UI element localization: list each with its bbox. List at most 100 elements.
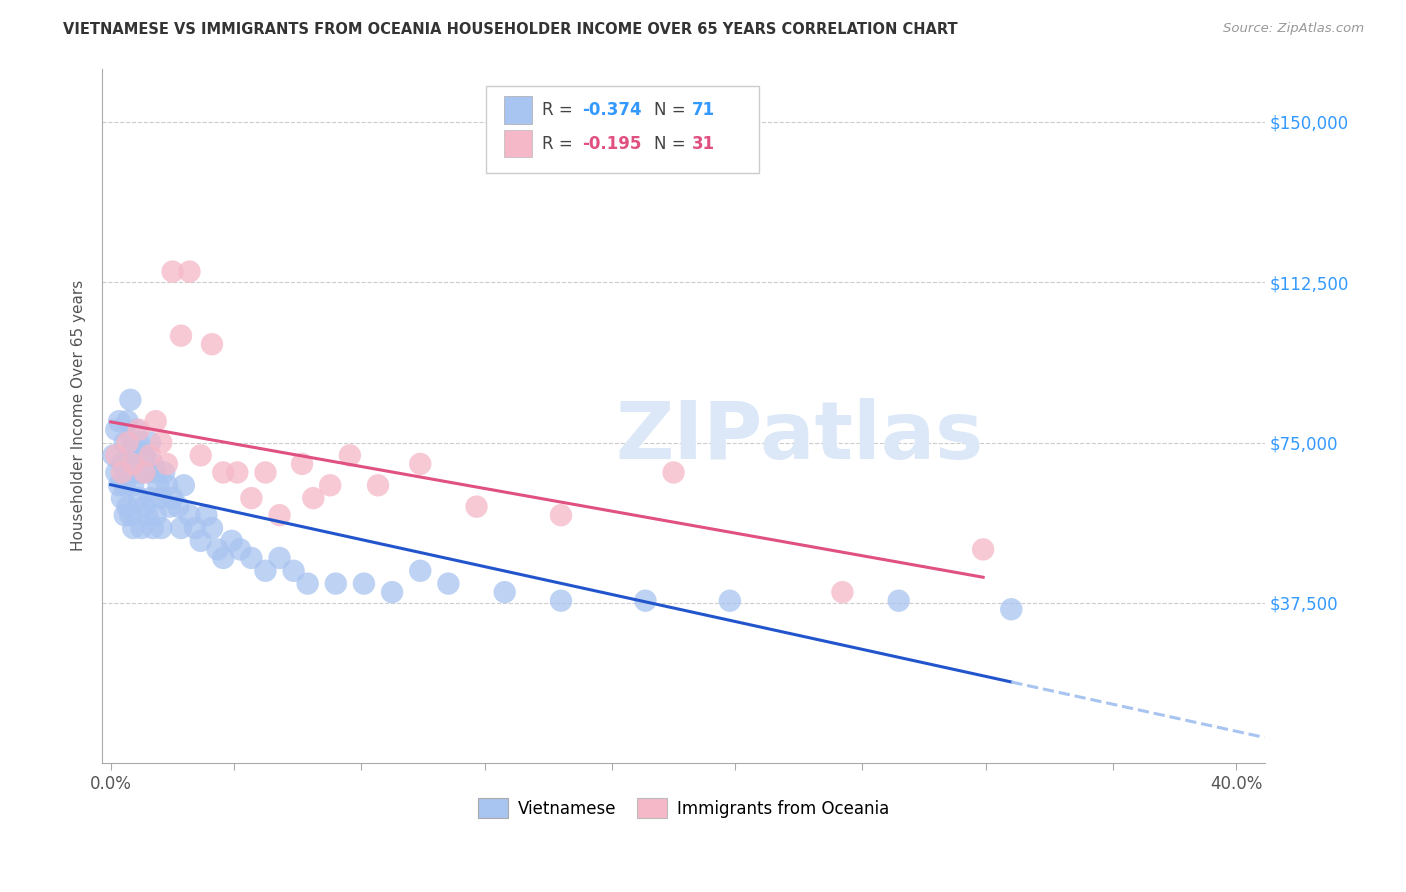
Text: -0.374: -0.374	[582, 101, 643, 120]
Point	[201, 337, 224, 351]
Point	[122, 457, 145, 471]
Point	[240, 551, 263, 566]
Point	[550, 593, 572, 607]
Point	[634, 593, 657, 607]
Point	[269, 551, 291, 566]
Point	[117, 414, 139, 428]
Point	[409, 564, 432, 578]
Point	[142, 521, 165, 535]
Text: N =: N =	[654, 135, 692, 153]
Point	[125, 423, 148, 437]
Point	[173, 478, 195, 492]
Point	[339, 448, 361, 462]
Text: R =: R =	[541, 101, 578, 120]
Point	[662, 466, 685, 480]
Y-axis label: Householder Income Over 65 years: Householder Income Over 65 years	[72, 280, 86, 551]
Point	[105, 448, 128, 462]
Point	[201, 521, 224, 535]
Point	[150, 435, 173, 450]
Point	[162, 264, 184, 278]
Point	[117, 457, 139, 471]
Point	[184, 521, 207, 535]
Point	[105, 466, 128, 480]
Point	[114, 478, 136, 492]
Point	[122, 478, 145, 492]
Point	[105, 423, 128, 437]
Point	[142, 457, 165, 471]
Point	[120, 448, 142, 462]
Point	[212, 551, 235, 566]
Point	[145, 414, 167, 428]
Point	[269, 508, 291, 523]
Point	[254, 564, 277, 578]
Point	[145, 466, 167, 480]
Point	[114, 435, 136, 450]
Text: -0.195: -0.195	[582, 135, 641, 153]
Point	[319, 478, 342, 492]
Point	[120, 392, 142, 407]
Point	[122, 435, 145, 450]
Point	[150, 521, 173, 535]
Point	[367, 478, 389, 492]
FancyBboxPatch shape	[505, 96, 533, 124]
Text: N =: N =	[654, 101, 692, 120]
Point	[111, 466, 134, 480]
Point	[128, 448, 150, 462]
Point	[159, 500, 181, 514]
Point	[131, 466, 153, 480]
Point	[381, 585, 404, 599]
FancyBboxPatch shape	[505, 129, 533, 157]
Point	[254, 466, 277, 480]
Point	[179, 508, 201, 523]
Text: Source: ZipAtlas.com: Source: ZipAtlas.com	[1223, 22, 1364, 36]
Point	[972, 542, 994, 557]
Point	[134, 500, 156, 514]
Point	[831, 585, 853, 599]
Point	[325, 576, 347, 591]
Point	[195, 508, 218, 523]
Point	[122, 521, 145, 535]
Point	[139, 448, 162, 462]
Point	[494, 585, 516, 599]
Point	[120, 508, 142, 523]
Point	[179, 264, 201, 278]
Point	[156, 457, 179, 471]
Point	[437, 576, 460, 591]
Point	[167, 500, 190, 514]
Point	[108, 478, 131, 492]
Text: 31: 31	[692, 135, 714, 153]
Point	[114, 508, 136, 523]
Point	[136, 508, 159, 523]
Point	[718, 593, 741, 607]
Point	[190, 533, 212, 548]
Point	[229, 542, 252, 557]
Point	[103, 448, 125, 462]
Point	[108, 414, 131, 428]
Point	[207, 542, 229, 557]
Point	[128, 435, 150, 450]
Point	[136, 466, 159, 480]
Point	[148, 478, 170, 492]
Text: R =: R =	[541, 135, 578, 153]
Point	[153, 466, 176, 480]
Point	[221, 533, 243, 548]
Point	[128, 423, 150, 437]
Point	[283, 564, 305, 578]
Point	[139, 491, 162, 505]
Point	[125, 466, 148, 480]
Point	[212, 466, 235, 480]
Point	[111, 491, 134, 505]
Point	[170, 521, 193, 535]
Point	[550, 508, 572, 523]
Point	[302, 491, 325, 505]
Text: 71: 71	[692, 101, 714, 120]
Point	[240, 491, 263, 505]
Point	[117, 435, 139, 450]
Point	[226, 466, 249, 480]
Point	[409, 457, 432, 471]
Legend: Vietnamese, Immigrants from Oceania: Vietnamese, Immigrants from Oceania	[471, 792, 896, 824]
Point	[291, 457, 314, 471]
Point	[1000, 602, 1022, 616]
Point	[134, 448, 156, 462]
Point	[465, 500, 488, 514]
